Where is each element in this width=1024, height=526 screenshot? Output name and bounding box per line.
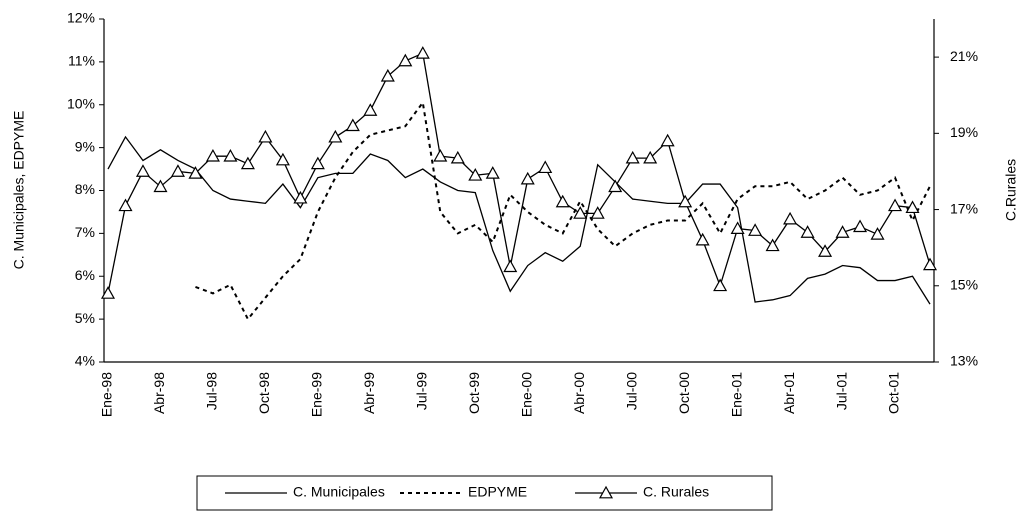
triangle-marker (730, 221, 745, 235)
triangle-marker (258, 129, 273, 143)
triangle-marker (223, 148, 238, 162)
triangle-marker (853, 219, 868, 233)
triangle-marker (835, 225, 850, 238)
y-tick-label: 5% (75, 310, 95, 326)
triangle-marker (608, 179, 623, 193)
triangle-marker (678, 194, 693, 208)
triangle-marker (643, 150, 658, 164)
x-tick-label: Abr-01 (781, 372, 797, 414)
triangle-marker (328, 129, 343, 143)
triangle-marker (625, 150, 640, 164)
triangle-marker (100, 286, 116, 299)
y-tick-label: 4% (75, 353, 95, 369)
triangle-marker (870, 227, 885, 240)
triangle-marker (765, 238, 780, 252)
y2-tick-label: 17% (950, 200, 978, 216)
triangle-marker (922, 257, 938, 271)
x-tick-label: Ene-99 (309, 372, 325, 417)
triangle-marker (818, 244, 833, 257)
triangle-marker (398, 53, 413, 67)
x-tick-label: Abr-99 (361, 372, 377, 414)
triangle-marker (135, 164, 150, 177)
triangle-marker (800, 225, 815, 238)
x-tick-label: Oct-98 (256, 372, 272, 414)
y-tick-label: 11% (68, 53, 95, 69)
triangle-marker (310, 156, 325, 170)
triangle-marker (240, 156, 255, 170)
triangle-marker (345, 118, 360, 132)
x-tick-label: Oct-00 (676, 372, 692, 414)
x-tick-label: Abr-98 (151, 372, 167, 414)
triangle-marker (503, 259, 518, 273)
x-tick-label: Ene-98 (99, 372, 115, 417)
triangle-marker (713, 278, 728, 292)
triangle-marker (783, 211, 798, 225)
y2-axis-title: C.Rurales (1003, 159, 1019, 221)
legend-label: C. Rurales (643, 484, 709, 500)
triangle-marker (275, 152, 290, 166)
triangle-marker (485, 166, 500, 179)
triangle-marker (905, 200, 920, 214)
triangle-marker (748, 223, 763, 236)
triangle-marker (170, 164, 185, 177)
y-tick-label: 6% (75, 267, 95, 283)
series-line (195, 100, 931, 321)
y-tick-label: 9% (75, 138, 95, 154)
x-tick-label: Abr-00 (571, 372, 587, 414)
triangle-marker (573, 206, 588, 219)
y-axis-title: C. Municipales, EDPYME (11, 111, 27, 270)
x-tick-label: Ene-00 (518, 372, 534, 417)
triangle-marker (590, 206, 605, 219)
legend-label: C. Municipales (293, 484, 385, 500)
triangle-marker (695, 232, 710, 246)
triangle-marker (538, 160, 553, 174)
triangle-marker (118, 198, 133, 212)
y2-tick-label: 13% (950, 353, 978, 369)
triangle-marker (555, 194, 570, 208)
triangle-marker (433, 148, 448, 162)
triangle-marker (450, 150, 465, 164)
triangle-marker (153, 179, 168, 193)
triangle-marker (205, 148, 220, 162)
x-tick-label: Jul-01 (833, 372, 849, 410)
triangle-marker (293, 190, 308, 204)
x-tick-label: Jul-99 (414, 372, 430, 410)
triangle-marker (468, 168, 483, 181)
legend-label: EDPYME (468, 484, 527, 500)
y-tick-label: 8% (75, 181, 95, 197)
y-tick-label: 7% (75, 224, 95, 240)
triangle-marker (188, 166, 203, 179)
triangle-marker (888, 198, 903, 212)
y-tick-label: 12% (67, 10, 95, 26)
x-tick-label: Oct-99 (466, 372, 482, 414)
x-tick-label: Jul-98 (204, 372, 220, 410)
series-line (107, 52, 931, 294)
x-tick-label: Jul-00 (623, 372, 639, 410)
triangle-marker (363, 103, 378, 116)
legend-box (196, 475, 773, 511)
triangle-marker (660, 133, 675, 147)
y-tick-label: 10% (67, 95, 95, 111)
x-tick-label: Ene-01 (728, 372, 744, 417)
triangle-marker (415, 46, 430, 59)
y2-tick-label: 21% (950, 48, 978, 64)
legend-marker (598, 485, 614, 499)
y2-tick-label: 15% (950, 276, 978, 292)
triangle-marker (520, 171, 535, 185)
y2-tick-label: 19% (950, 124, 978, 140)
triangle-marker (380, 68, 395, 82)
series-line (107, 135, 931, 305)
x-tick-label: Oct-01 (886, 372, 902, 414)
